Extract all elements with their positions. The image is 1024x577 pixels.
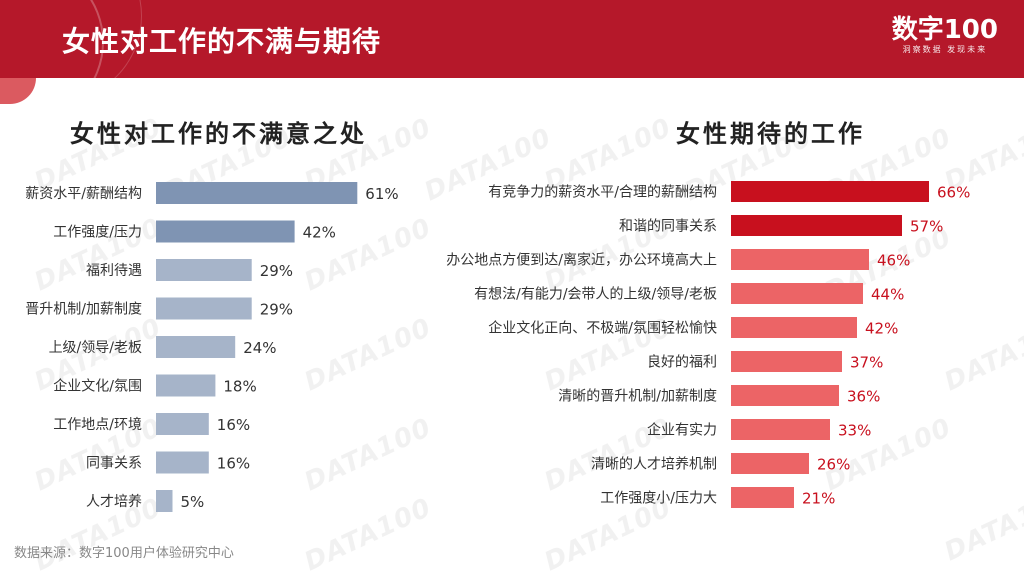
left-chart-title: 女性对工作的不满意之处 bbox=[70, 120, 367, 148]
bar bbox=[156, 374, 216, 397]
category-label: 清晰的人才培养机制 bbox=[591, 457, 717, 473]
value-label: 18% bbox=[223, 378, 256, 396]
bar bbox=[156, 413, 209, 435]
value-label: 16% bbox=[217, 455, 250, 473]
category-label: 福利待遇 bbox=[86, 263, 142, 279]
brand-logo: 数字100 洞察数据 发现未来 bbox=[892, 16, 998, 55]
category-label: 企业文化正向、不极端/氛围轻松愉快 bbox=[488, 320, 717, 337]
category-label: 薪资水平/薪酬结构 bbox=[25, 186, 142, 202]
logo-text: 数字100 bbox=[891, 15, 998, 45]
category-label: 企业有实力 bbox=[647, 422, 717, 439]
decor-edge bbox=[0, 78, 36, 104]
right-bar-chart: 有竞争力的薪资水平/合理的薪酬结构 66% 和谐的同事关系 57% 办公地点方便到达/离… bbox=[446, 181, 970, 508]
bar bbox=[731, 351, 842, 372]
bar bbox=[156, 259, 252, 281]
bar bbox=[731, 283, 863, 304]
category-label: 上级/领导/老板 bbox=[49, 340, 142, 356]
bar bbox=[156, 220, 295, 243]
bar bbox=[731, 419, 830, 440]
value-label: 16% bbox=[217, 416, 250, 434]
bar bbox=[731, 453, 809, 474]
bar bbox=[156, 451, 209, 474]
bar bbox=[156, 297, 252, 320]
category-label: 办公地点方便到达/离家近，办公环境高大上 bbox=[446, 252, 717, 269]
value-label: 21% bbox=[802, 490, 835, 508]
value-label: 46% bbox=[877, 252, 910, 270]
category-label: 晋升机制/加薪制度 bbox=[25, 302, 142, 318]
logo-tagline: 洞察数据 发现未来 bbox=[902, 45, 988, 54]
bar bbox=[156, 182, 358, 204]
value-label: 42% bbox=[303, 224, 336, 242]
value-label: 57% bbox=[910, 218, 943, 236]
category-label: 同事关系 bbox=[86, 456, 142, 472]
value-label: 29% bbox=[260, 301, 293, 319]
value-label: 33% bbox=[838, 422, 871, 440]
value-label: 36% bbox=[847, 388, 880, 406]
bar bbox=[156, 490, 173, 512]
category-label: 工作强度小/压力大 bbox=[600, 491, 717, 507]
category-label: 清晰的晋升机制/加薪制度 bbox=[558, 389, 717, 405]
header-bar: 女性对工作的不满与期待 数字100 洞察数据 发现未来 bbox=[0, 0, 1024, 78]
value-label: 66% bbox=[937, 184, 970, 202]
source-note: 数据来源：数字100用户体验研究中心 bbox=[14, 546, 234, 561]
left-bar-chart: 薪资水平/薪酬结构 61% 工作强度/压力 42% 福利待遇 29% 晋升机制/加薪制度 29… bbox=[25, 182, 399, 512]
value-label: 44% bbox=[871, 286, 904, 304]
bar bbox=[731, 181, 929, 202]
value-label: 61% bbox=[365, 185, 398, 203]
bar bbox=[731, 215, 902, 236]
value-label: 26% bbox=[817, 456, 850, 474]
category-label: 工作强度/压力 bbox=[53, 225, 142, 241]
page-title: 女性对工作的不满与期待 bbox=[62, 25, 382, 58]
category-label: 有竞争力的薪资水平/合理的薪酬结构 bbox=[488, 184, 717, 201]
category-label: 有想法/有能力/会带人的上级/领导/老板 bbox=[474, 287, 717, 303]
value-label: 5% bbox=[181, 493, 205, 511]
bar bbox=[731, 385, 839, 406]
bar bbox=[156, 336, 236, 358]
bar bbox=[731, 317, 857, 338]
bar bbox=[731, 249, 869, 270]
category-label: 和谐的同事关系 bbox=[619, 219, 717, 235]
bar bbox=[731, 487, 794, 508]
value-label: 29% bbox=[260, 262, 293, 280]
value-label: 24% bbox=[243, 339, 276, 357]
right-chart-title: 女性期待的工作 bbox=[676, 120, 865, 148]
value-label: 42% bbox=[865, 320, 898, 338]
category-label: 工作地点/环境 bbox=[53, 417, 142, 433]
category-label: 企业文化/氛围 bbox=[53, 378, 142, 395]
value-label: 37% bbox=[850, 354, 883, 372]
category-label: 良好的福利 bbox=[647, 355, 717, 371]
category-label: 人才培养 bbox=[86, 494, 142, 510]
